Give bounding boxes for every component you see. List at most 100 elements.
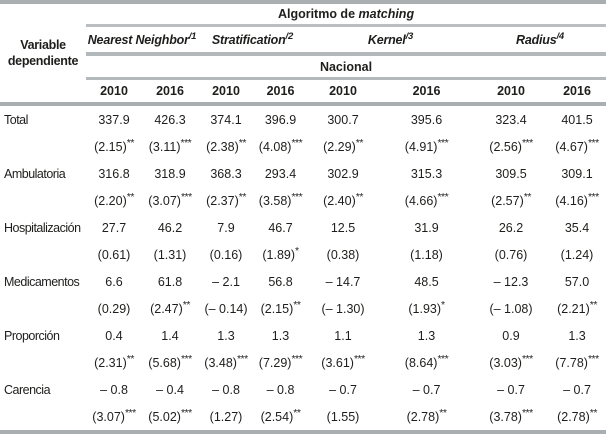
value-cell: 12.5 bbox=[330, 220, 356, 235]
value-cell: 395.6 bbox=[410, 112, 443, 127]
value-cell: 7.9 bbox=[217, 220, 235, 235]
value-cell: 46.2 bbox=[157, 220, 183, 235]
year-header: 2016 bbox=[379, 78, 474, 106]
year-header: 2010 bbox=[474, 78, 548, 106]
value-cell: 1.3 bbox=[217, 328, 235, 343]
value-cell: 61.8 bbox=[157, 274, 183, 289]
value-cell: 1.3 bbox=[271, 328, 290, 343]
se-cell: (0.61) bbox=[86, 241, 142, 268]
year-header-row: 2010 2016 2010 2016 2010 2016 2010 2016 bbox=[0, 78, 606, 106]
significance-stars: ** bbox=[523, 190, 532, 203]
table-body: Total 337.9 426.3 374.1 396.9 300.7 395.6 323.4… bbox=[0, 104, 606, 432]
se-value: (2.40) bbox=[323, 193, 356, 208]
se-value: (3.48) bbox=[204, 355, 237, 370]
significance-stars: *** bbox=[353, 352, 365, 365]
se-cell: (2.20)** bbox=[86, 187, 142, 214]
row-label: Total bbox=[4, 112, 28, 127]
value-cell: 48.5 bbox=[414, 274, 439, 289]
algo-footnote-marker: /4 bbox=[556, 30, 565, 42]
se-value: (3.61) bbox=[321, 355, 354, 370]
value-cell: 309.5 bbox=[495, 166, 527, 181]
se-value: (– 1.30) bbox=[321, 301, 365, 316]
significance-stars: * bbox=[295, 244, 299, 257]
se-cell: (2.47)** bbox=[142, 295, 198, 322]
se-cell: (2.37)** bbox=[198, 187, 254, 214]
value-cell: – 0.7 bbox=[563, 382, 591, 397]
significance-stars: * bbox=[441, 298, 445, 311]
value-cell: 315.3 bbox=[410, 166, 443, 181]
se-value: (5.68) bbox=[148, 355, 181, 370]
se-cell: (0.29) bbox=[86, 295, 142, 322]
se-cell: (1.24) bbox=[548, 241, 606, 268]
value-cell: – 0.7 bbox=[329, 382, 357, 397]
se-cell: (– 0.14) bbox=[198, 295, 254, 322]
se-value: (7.29) bbox=[258, 355, 292, 370]
value-cell: 6.6 bbox=[105, 274, 123, 289]
se-cell: (5.68)*** bbox=[142, 349, 198, 376]
significance-stars: *** bbox=[124, 406, 136, 419]
se-value: (– 1.08) bbox=[489, 301, 533, 316]
value-cell: 323.4 bbox=[495, 112, 527, 127]
significance-stars: *** bbox=[291, 190, 303, 203]
se-value: (3.03) bbox=[489, 355, 522, 370]
variable-value-row: Hospitalización 27.7 46.2 7.9 46.7 12.5 31.9 26… bbox=[0, 214, 606, 241]
algo-header-stratification: Stratification/2 bbox=[198, 25, 307, 56]
algo-name: Kernel bbox=[367, 32, 406, 47]
row-label: Medicamentos bbox=[4, 274, 80, 289]
value-cell: 337.9 bbox=[98, 112, 130, 127]
se-value: (5.02) bbox=[148, 409, 181, 424]
significance-stars: ** bbox=[182, 298, 191, 311]
se-value: (2.47) bbox=[150, 301, 183, 316]
significance-stars: ** bbox=[439, 406, 447, 419]
se-cell: (3.03)*** bbox=[474, 349, 548, 376]
significance-stars: *** bbox=[521, 352, 533, 365]
se-cell: (4.08)*** bbox=[254, 133, 307, 160]
variable-se-row: (2.20)** (3.07)*** (2.37)** (3.58)*** (2.40)… bbox=[0, 187, 606, 214]
algo-footnote-marker: /1 bbox=[188, 30, 197, 42]
se-cell: (1.18) bbox=[379, 241, 474, 268]
se-cell: (2.54)** bbox=[254, 403, 307, 432]
value-cell: 316.8 bbox=[98, 166, 130, 181]
variable-value-row: Medicamentos 6.6 61.8 – 2.1 56.8 – 14.7 48.5 – … bbox=[0, 268, 606, 295]
value-cell: 35.4 bbox=[564, 220, 590, 235]
year-header: 2010 bbox=[307, 78, 379, 106]
se-cell: (2.56)*** bbox=[474, 133, 548, 160]
significance-stars: *** bbox=[587, 352, 599, 365]
value-cell: – 0.7 bbox=[412, 382, 441, 397]
corner-header-variable-dependiente: Variable dependiente bbox=[0, 2, 86, 106]
row-label-spacer bbox=[0, 349, 86, 376]
value-cell: 318.9 bbox=[154, 166, 186, 181]
year-header: 2010 bbox=[86, 78, 142, 106]
se-cell: (7.78)*** bbox=[548, 349, 606, 376]
se-cell: (2.40)** bbox=[307, 187, 379, 214]
se-value: (1.93) bbox=[408, 301, 442, 316]
value-cell: 26.2 bbox=[498, 220, 524, 235]
value-cell: 1.4 bbox=[161, 328, 179, 343]
variable-se-row: (2.15)** (3.11)*** (2.38)** (4.08)*** (2.29)… bbox=[0, 133, 606, 160]
se-value: (4.08) bbox=[258, 139, 292, 154]
se-value: (1.24) bbox=[560, 247, 594, 262]
row-label: Ambulatoria bbox=[4, 166, 66, 181]
variable-se-row: (0.61) (1.31) (0.16) (1.89)* (0.38) (1.18) (0.… bbox=[0, 241, 606, 268]
se-value: (1.27) bbox=[209, 409, 243, 424]
value-cell: – 0.8 bbox=[266, 382, 295, 397]
se-value: (2.31) bbox=[94, 355, 127, 370]
se-value: (2.78) bbox=[406, 409, 440, 424]
region-header-nacional: Nacional bbox=[86, 54, 606, 80]
se-value: (3.58) bbox=[258, 193, 292, 208]
se-value: (2.20) bbox=[94, 193, 127, 208]
significance-stars: *** bbox=[437, 352, 449, 365]
variable-se-row: (3.07)*** (5.02)*** (1.27) (2.54)** (1.55) (2… bbox=[0, 403, 606, 432]
table-title-italic: matching bbox=[358, 7, 415, 21]
variable-se-row: (0.29) (2.47)** (– 0.14) (2.15)** (– 1.30) (1… bbox=[0, 295, 606, 322]
value-cell: 396.9 bbox=[264, 112, 297, 127]
value-cell: – 0.7 bbox=[497, 382, 525, 397]
value-cell: 57.0 bbox=[564, 274, 590, 289]
se-value: (4.91) bbox=[404, 139, 438, 154]
significance-stars: ** bbox=[126, 352, 135, 365]
variable-value-row: Ambulatoria 316.8 318.9 368.3 293.4 302.9 315.… bbox=[0, 160, 606, 187]
value-cell: 309.1 bbox=[561, 166, 593, 181]
se-cell: (3.61)*** bbox=[307, 349, 379, 376]
se-cell: (1.89)* bbox=[254, 241, 307, 268]
